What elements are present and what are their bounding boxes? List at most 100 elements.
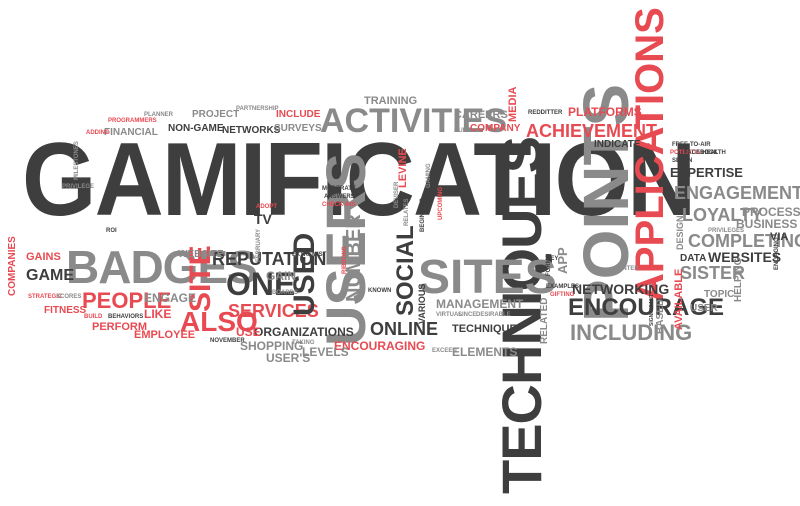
word-boards: BOARDS [272,290,299,296]
word-applications: APPLICATIONS [628,7,672,302]
word-use: USE [236,325,261,339]
word-non-game: NON-GAME [168,123,224,134]
word-strategic: STRATEGIC [28,294,63,300]
word-upcoming: UPCOMING [438,187,444,220]
word-sites: SITES [418,251,557,304]
word-expertise: EXPERTISE [670,165,743,180]
word-careers: CAREERS [454,109,508,121]
word-engagement: ENGAGEMENT [674,183,800,203]
word-deviser: DEVISER [394,181,400,208]
word-privileges: PRIVILEGES [708,228,745,234]
word-users-poss: USER'S [266,351,311,365]
word-website: WEBSITE [178,249,224,260]
word-indicate: INDICATE [594,139,641,150]
word-seven: SEVEN [672,158,693,164]
word-levels: LEVELS [302,345,349,359]
word-programmers: PROGRAMMERS [108,118,157,124]
word-project: PROJECT [192,109,240,120]
word-game: GAME [26,267,74,284]
word-shopping: SHOPPING [240,339,304,353]
word-behaviors: BEHAVIORS [108,314,144,320]
word-sister: SISTER [680,263,746,283]
word-planner: PLANNER [144,112,174,118]
word-built: BUILT [454,128,472,134]
word-taking: TAKING [292,340,315,346]
word-topic: TOPIC [704,289,735,300]
word-financial: FINANCIAL [104,127,158,138]
word-like: LIKE [144,307,172,321]
word-data: DATA [680,253,707,264]
word-gamification: GAMIFICATION [22,122,696,238]
word-services: SERVICES [228,301,319,321]
word-facebook: FACEBOOK [684,150,719,156]
word-achievement: ACHIEVEMENT [526,121,658,141]
word-include: INCLUDE [276,109,321,120]
word-virtual: VIRTUAL [436,312,462,318]
word-business: BUSINESS [736,217,798,231]
word-employee: EMPLOYEE [134,329,196,341]
word-gain: GAIN [266,269,296,283]
word-management: MANAGEMENT [436,297,524,311]
word-key: KEY [546,256,559,262]
word-websites: WEBSITES [708,249,782,265]
word-milestones: MILESTONES [74,141,80,180]
word-build: BUILD [84,314,103,320]
word-related: RELATED [539,297,550,344]
word-scores: SCORES [56,294,82,300]
word-tv: TV [254,211,272,227]
word-known: KNOWN [368,288,392,294]
word-organizations: ORGANIZATIONS [254,325,354,339]
word-november: NOVEMBER [210,338,245,344]
word-february: FEBRUARY [256,228,262,262]
word-platforms: PLATFORMS [568,105,642,119]
word-engage: ENGAGE [144,291,197,305]
word-significant: SIGNIFICANT [649,294,655,326]
word-fitness: FITNESS [44,305,87,316]
word-user: USER [690,303,718,314]
word-adopt: ADOPT [256,204,277,210]
word-also: ALSO [180,306,258,337]
word-moderate: MODERATE [322,186,356,192]
word-people: PEOPLE [82,288,172,313]
word-relates: RELATES [404,198,410,226]
word-forms: FORMS [546,254,552,276]
word-badges: BADGES [66,241,258,293]
word-redditter: REDDITTER [528,110,563,116]
word-helping: HELPING [733,257,744,302]
word-check-ins: CHECK-INS [322,202,356,208]
word-encouraging: ENCOURAGING [334,339,426,353]
word-since: SINCE [458,312,477,318]
word-activities: ACTIVITIES [320,102,508,140]
word-engaging: ENGAGING [774,237,780,270]
word-processes: PROCESSES [742,205,800,219]
word-loyalty: LOYALTY [682,205,764,225]
word-elements: ELEMENTS [452,345,518,359]
word-based: BASED [655,298,666,334]
word-companies: COMPANIES [7,236,18,296]
word-one: ONE [226,266,296,302]
word-answers: ANSWERS [324,194,355,200]
word-adding: ADDING [86,130,110,136]
word-exceed: EXCEED [432,348,457,354]
word-online: ONLINE [370,319,439,339]
word-reputation: REPUTATION [212,249,327,269]
word-available: AVAILABLE [673,268,685,330]
word-completing: COMPLETING [688,231,800,251]
word-surveys: SURVEYS [274,123,322,134]
word-media: MEDIA [507,86,519,122]
word-extremist: EXTREMIST [292,252,327,258]
word-gifting: GIFTING [550,292,575,298]
word-design: DESIGN [675,215,685,250]
word-technique: TECHNIQUE [452,323,517,335]
word-beginning: BEGINNING [420,197,426,232]
word-various: VARIOUS [417,283,427,324]
word-privilege: PRIVILEGE [62,184,95,190]
word-networking: NETWORKING [572,281,670,297]
word-desirable: DESIRABLE [476,312,511,318]
word-roi: ROI [106,228,117,234]
word-center: CENTER [614,266,639,272]
word-perform: PERFORM [92,321,147,333]
word-training: TRAINING [364,95,418,107]
word-networks: NETWORKS [222,125,281,136]
